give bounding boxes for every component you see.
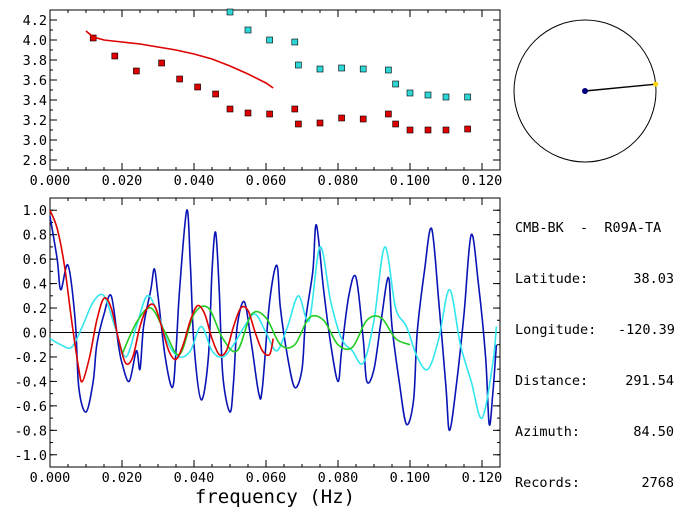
x-tick-label: 0.020 (102, 173, 143, 189)
y-tick-label: 0.6 (23, 252, 47, 268)
station-dot (582, 88, 588, 94)
data-point-square (359, 65, 367, 73)
station-info: CMB-BK - R09A-TA Latitude: 38.03 Longitud… (515, 186, 675, 509)
y-tick-label: -0.2 (14, 350, 47, 366)
info-value: -120.39 (618, 322, 675, 338)
data-point-square (291, 105, 299, 113)
x-tick-label: 0.020 (102, 470, 143, 486)
series-line-green (121, 305, 411, 356)
info-value: 2768 (641, 475, 674, 491)
data-point-square (295, 120, 302, 128)
y-tick-label: 1.0 (23, 203, 47, 219)
info-row-records: Records: 2768 (515, 475, 674, 492)
info-label: Latitude: (515, 271, 589, 287)
x-tick-label: 0.060 (246, 173, 287, 189)
y-tick-label: 3.6 (23, 73, 47, 89)
series-line-dark_blue (49, 209, 498, 432)
station-pair-title: CMB-BK - R09A-TA (515, 220, 662, 236)
data-point-square (385, 66, 392, 74)
data-point-square (442, 126, 450, 134)
y-tick-label: 3.2 (23, 113, 47, 129)
data-point-square (464, 93, 471, 101)
data-point-square (133, 67, 140, 75)
x-tick-label: 0.100 (390, 173, 431, 189)
y-tick-label: 3.8 (23, 53, 47, 69)
y-tick-label: -0.4 (14, 374, 47, 390)
x-tick-label: 0.040 (174, 470, 215, 486)
y-tick-label: 0.4 (23, 277, 47, 293)
y-tick-label: -0.6 (14, 399, 47, 415)
data-point-square (226, 8, 234, 16)
x-tick-label: 0.000 (30, 173, 71, 189)
data-point-square (392, 120, 399, 128)
plot-frame (49, 9, 501, 171)
data-point-square (424, 126, 432, 134)
info-label: Records: (515, 475, 581, 491)
x-tick-label: 0.040 (174, 173, 215, 189)
x-tick-label: 0.080 (318, 173, 359, 189)
info-value: 291.54 (625, 373, 674, 389)
data-point-square (316, 65, 324, 73)
info-row-latitude: Latitude: 38.03 (515, 271, 674, 288)
data-point-square (266, 110, 273, 118)
data-point-square (464, 125, 471, 133)
data-point-square (338, 64, 345, 72)
data-point-square (176, 75, 183, 83)
y-tick-label: 0.0 (23, 326, 47, 342)
data-point-square (111, 52, 119, 60)
y-tick-label: 3.0 (23, 133, 47, 149)
data-point-square (385, 110, 392, 118)
info-label: Distance: (515, 373, 589, 389)
data-point-square (338, 114, 345, 122)
azimuth-needle (584, 83, 656, 92)
data-point-square (392, 80, 399, 88)
coherence-line-panel: 0.000 0.020 0.040 0.060 0.080 0.100 0.120 -1.0 -… (14, 197, 503, 508)
y-tick-label: 0.2 (23, 301, 47, 317)
series-line-light_cyan (49, 246, 498, 419)
x-tick-label: 0.000 (30, 470, 71, 486)
y-tick-label: 0.8 (23, 228, 47, 244)
data-point-square (291, 38, 299, 46)
dispersion-scatter-panel: 0.000 0.020 0.040 0.060 0.080 0.100 0.120 2.8 3.… (23, 8, 503, 189)
x-tick-label: 0.120 (462, 173, 503, 189)
data-point-square (295, 61, 302, 69)
data-point-square (424, 91, 432, 99)
info-row-distance: Distance: 291.54 (515, 373, 674, 390)
info-value: 38.03 (633, 271, 674, 287)
series-line-red (49, 209, 274, 383)
y-tick-label: -1.0 (14, 448, 47, 464)
data-point-square (406, 89, 414, 97)
data-point-square (158, 59, 165, 67)
y-tick-label: 4.0 (23, 33, 47, 49)
data-point-square (194, 83, 201, 91)
info-label: Azimuth: (515, 424, 581, 440)
y-tick-label: 3.4 (23, 93, 47, 109)
data-point-square (244, 26, 252, 34)
data-point-square (244, 109, 252, 117)
data-point-square (406, 126, 414, 134)
data-point-square (266, 36, 273, 44)
data-point-square (226, 105, 234, 113)
x-tick-label: 0.080 (318, 470, 359, 486)
data-point-square (212, 90, 219, 98)
model-curve (85, 30, 274, 89)
info-row-longitude: Longitude: -120.39 (515, 322, 675, 339)
x-axis-label: frequency (Hz) (195, 486, 355, 508)
y-tick-label: 4.2 (23, 13, 47, 29)
data-point-square (359, 115, 367, 123)
y-tick-label: -0.8 (14, 423, 47, 439)
x-tick-label: 0.120 (462, 470, 503, 486)
info-value: 84.50 (633, 424, 674, 440)
data-point-square (316, 119, 324, 127)
y-tick-label: 2.8 (23, 153, 47, 169)
azimuth-compass (513, 19, 659, 163)
x-tick-label: 0.060 (246, 470, 287, 486)
info-row-azimuth: Azimuth: 84.50 (515, 424, 674, 441)
x-tick-label: 0.100 (390, 470, 431, 486)
info-label: Longitude: (515, 322, 597, 338)
data-point-square (442, 93, 450, 101)
target-dot (653, 81, 659, 87)
